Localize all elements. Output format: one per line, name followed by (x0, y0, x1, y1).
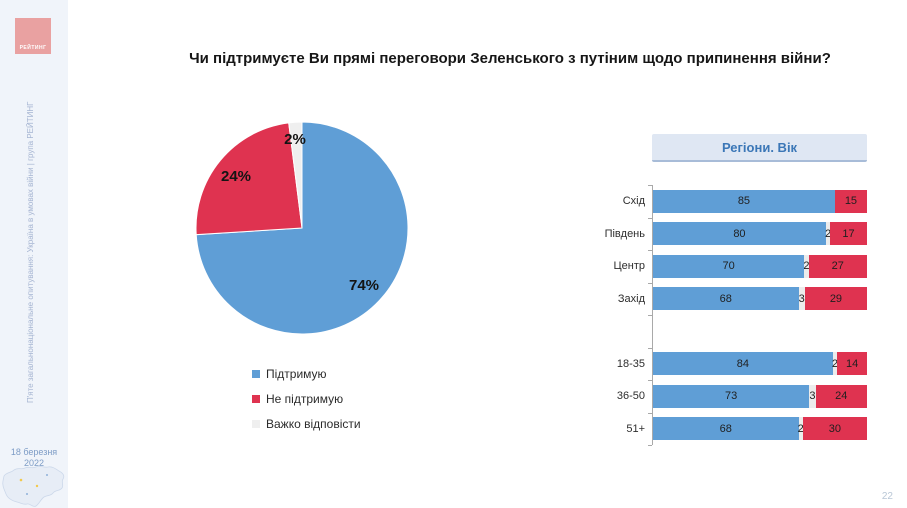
pie-value-label: 24% (221, 168, 251, 185)
bar-category-label: Схід (622, 195, 645, 208)
bar-row: 85 15 (653, 189, 867, 213)
ukraine-map-icon (2, 465, 65, 507)
axis-tick (648, 282, 652, 284)
bar-value-label: 84 (736, 357, 750, 370)
bar-segment: 73 (653, 384, 810, 408)
slide-title: Чи підтримуєте Ви прямі переговори Зелен… (189, 50, 831, 68)
bar-category-label: 36-50 (616, 390, 645, 403)
bar-category-label: Південь (604, 227, 645, 240)
rating-group-logo: РЕЙТИНГ (15, 18, 51, 54)
pie-chart: 74% 24% 2% (195, 121, 409, 335)
bar-value-label: 2 (824, 227, 832, 240)
bar-category-label: 18-35 (616, 357, 645, 370)
bar-segment: 2 (824, 222, 832, 246)
legend-item: Важко відповісти (252, 416, 361, 431)
sidebar: РЕЙТИНГ П'яте загальнонаціональне опитув… (0, 0, 68, 508)
survey-date: 18 березня 2022 (10, 447, 58, 468)
bar-segment: 84 (653, 352, 833, 376)
bar-row: 68 3 29 (653, 287, 867, 311)
bar-value-label: 70 (722, 260, 735, 273)
bar-segment: 30 (802, 417, 867, 441)
bar-segment: 3 (798, 287, 805, 311)
bar-value-label: 27 (831, 260, 844, 273)
bar-category-label: Центр (613, 260, 646, 273)
axis-tick (648, 412, 652, 414)
bar-segment: 68 (653, 417, 799, 441)
bar-segment: 3 (809, 384, 816, 408)
bar-row: 80 2 17 (653, 222, 867, 246)
bar-value-label: 2 (803, 260, 810, 273)
bar-segment: 68 (653, 287, 799, 311)
bar-value-label: 30 (828, 422, 842, 435)
legend-item: Підтримую (252, 366, 361, 381)
bar-segment: 2 (803, 254, 810, 278)
bar-value-label: 24 (835, 390, 848, 403)
bar-value-label: 3 (798, 292, 805, 305)
survey-vertical-caption: П'яте загальнонаціональне опитування: Ук… (26, 101, 35, 403)
pie-slice (288, 121, 303, 229)
bar-segment: 2 (797, 417, 804, 441)
bar-value-label: 15 (844, 195, 858, 208)
bar-value-label: 3 (809, 390, 816, 403)
pie-value-label: 2% (284, 131, 306, 148)
axis-tick (648, 380, 652, 381)
legend-label: Підтримую (266, 366, 327, 381)
bar-segment: 24 (815, 384, 867, 408)
bar-value-label: 29 (829, 292, 843, 305)
bar-segment: 70 (653, 254, 805, 278)
bar-segment: 17 (830, 222, 867, 246)
axis-tick (648, 250, 652, 251)
bar-value-label: 14 (845, 357, 859, 370)
axis-tick (648, 315, 652, 316)
legend-label: Важко відповісти (266, 416, 361, 431)
bar-value-label: 85 (737, 195, 751, 208)
regions-age-header: Регіони. Вік (652, 134, 867, 162)
bar-value-label: 80 (733, 227, 746, 240)
bar-row: 84 2 14 (653, 352, 868, 376)
bar-category-label: 51+ (626, 422, 645, 435)
rating-logo-text: РЕЙТИНГ (19, 45, 47, 51)
bar-value-label: 68 (719, 292, 732, 305)
bar-segment: 15 (834, 189, 867, 213)
bar-segment: 29 (804, 287, 867, 311)
pie-value-label: 74% (349, 277, 379, 294)
bar-value-label: 17 (842, 227, 855, 240)
axis-tick (648, 347, 652, 349)
regions-age-header-label: Регіони. Вік (721, 139, 798, 155)
bar-segment: 14 (837, 352, 868, 376)
legend-item: Не підтримую (252, 391, 361, 406)
bar-axis-line (652, 185, 653, 445)
bar-value-label: 2 (797, 422, 804, 435)
bar-value-label: 2 (831, 357, 839, 370)
axis-tick (648, 217, 652, 219)
pie-slice (195, 122, 303, 236)
bar-row: 70 2 27 (653, 254, 867, 278)
legend-label: Не підтримую (266, 391, 344, 406)
page-number: 22 (881, 491, 893, 502)
bar-category-label: Захід (617, 292, 645, 305)
bar-segment: 27 (808, 254, 867, 278)
bar-value-label: 68 (719, 422, 732, 435)
bar-segment: 2 (831, 352, 839, 376)
legend-swatch-icon (252, 369, 260, 378)
pie-legend: Підтримую Не підтримую Важко відповісти (252, 367, 361, 442)
axis-tick (648, 445, 652, 446)
bar-segment: 85 (653, 189, 835, 213)
bar-row: 73 3 24 (653, 384, 867, 408)
bar-segment: 80 (653, 222, 826, 246)
legend-swatch-icon (252, 394, 260, 403)
bar-row: 68 2 30 (653, 417, 867, 441)
stacked-bar-chart: Схід 85 15 Південь 80 2 17 Центр 70 2 27 Захід 68 3 29… (585, 185, 868, 446)
legend-swatch-icon (252, 419, 260, 428)
bar-value-label: 73 (724, 390, 738, 403)
axis-tick (648, 185, 652, 186)
